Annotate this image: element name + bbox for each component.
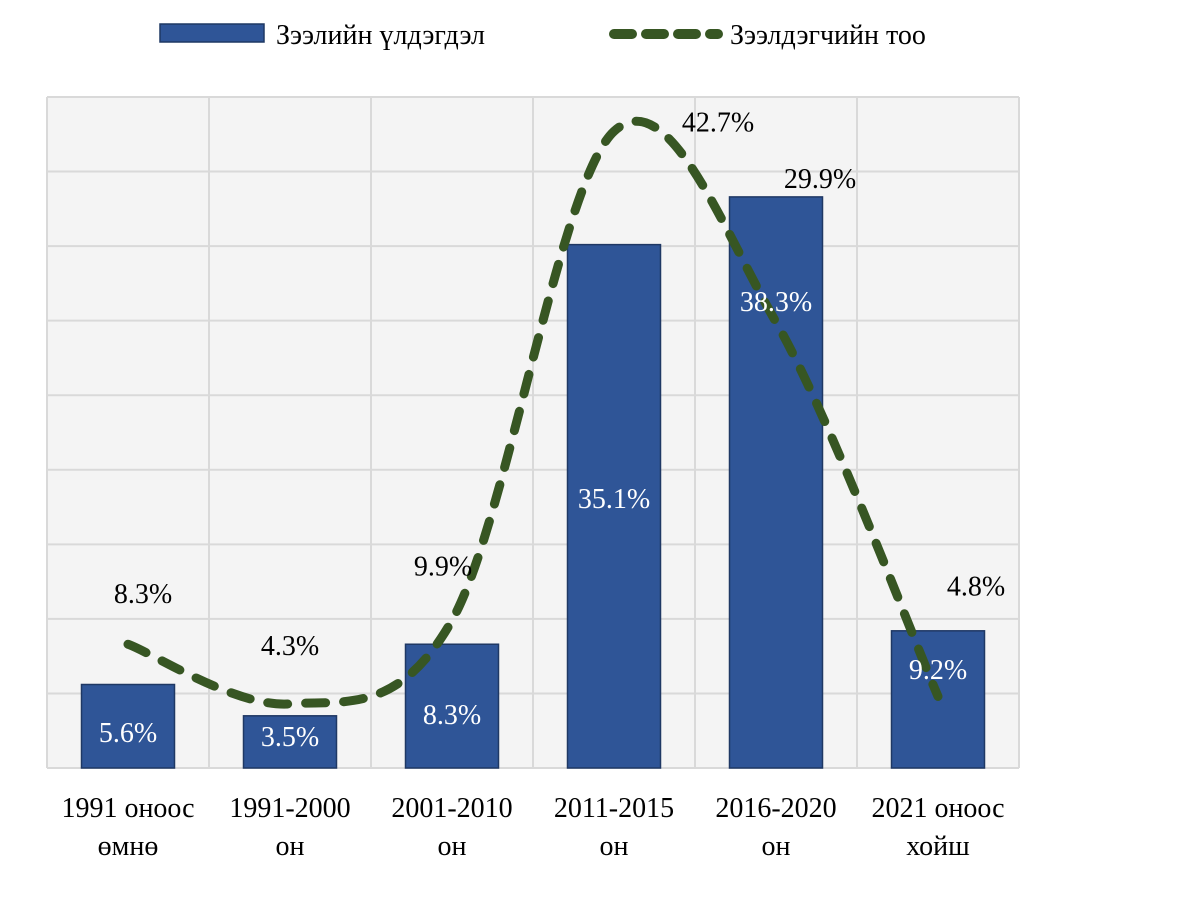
- line-data-label: 4.3%: [261, 631, 319, 662]
- x-tick-label: 2021 оноос: [871, 793, 1004, 824]
- x-tick-label: өмнө: [98, 831, 159, 862]
- legend: Зээлийн үлдэгдэл Зээлдэгчийн тоо: [159, 20, 926, 51]
- x-tick-label: 1991-2000: [229, 793, 350, 824]
- bar-data-label: 8.3%: [423, 700, 481, 731]
- x-axis-tick-labels: 1991 оноос өмнө 1991-2000 он 2001-2010 он 2011…: [61, 793, 1004, 862]
- x-tick-label: хойш: [906, 831, 970, 862]
- bar-data-label: 35.1%: [578, 484, 650, 515]
- gridlines: [46, 96, 1020, 769]
- bar-data-label: 5.6%: [99, 718, 157, 749]
- x-tick-label: он: [600, 831, 629, 862]
- x-tick-label: он: [762, 831, 791, 862]
- bar-data-label: 38.3%: [740, 287, 812, 318]
- line-data-label: 42.7%: [682, 107, 754, 138]
- bar: [242, 715, 338, 769]
- bar-data-label: 3.5%: [261, 722, 319, 753]
- legend-label-line: Зээлдэгчийн тоо: [730, 20, 926, 51]
- line-data-label: 9.9%: [414, 551, 472, 582]
- bar: [566, 243, 662, 769]
- x-tick-label: 2011-2015: [554, 793, 674, 824]
- bar: [890, 630, 986, 769]
- line-data-label: 29.9%: [784, 164, 856, 195]
- x-tick-label: он: [276, 831, 305, 862]
- x-tick-label: он: [438, 831, 467, 862]
- x-tick-label: 1991 оноос: [61, 793, 194, 824]
- bars: [80, 196, 986, 769]
- bar-data-label: 9.2%: [909, 655, 967, 686]
- x-tick-label: 2001-2010: [391, 793, 512, 824]
- line-data-label: 4.8%: [947, 571, 1005, 602]
- bar: [728, 196, 824, 769]
- data-labels: 5.6% 3.5% 8.3% 35.1% 38.3% 9.2% 8.3% 4.3% 9.9% 42…: [99, 107, 1005, 753]
- bar: [80, 683, 176, 769]
- x-tick-label: 2016-2020: [715, 793, 836, 824]
- line-data-label: 8.3%: [114, 579, 172, 610]
- legend-swatch-bar: [159, 23, 265, 43]
- line-series-borrowers: [123, 116, 943, 709]
- legend-label-bar: Зээлийн үлдэгдэл: [276, 20, 485, 51]
